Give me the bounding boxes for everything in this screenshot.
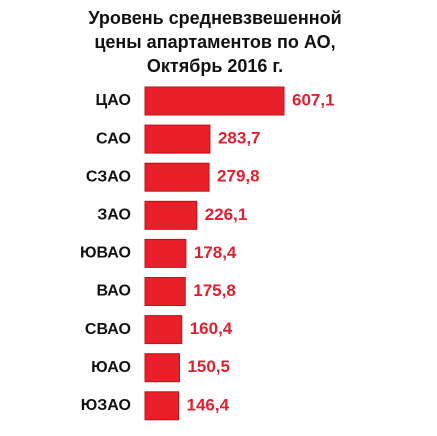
category-label: СЗАО	[86, 168, 131, 185]
category-label: ВАО	[96, 283, 131, 300]
chart-title: Уровень средневзвешенной	[88, 8, 341, 28]
value-label: 226,1	[205, 205, 248, 224]
value-label: 146,4	[187, 395, 230, 414]
category-label: ЮЗАО	[81, 397, 131, 414]
value-label: 175,8	[193, 281, 236, 300]
bar	[144, 277, 186, 306]
value-label: 607,1	[292, 90, 335, 109]
category-label: ЮАО	[91, 359, 131, 376]
value-label: 160,4	[190, 319, 233, 338]
chart-title: Октябрь 2016 г.	[147, 56, 283, 76]
category-label: СВАО	[85, 321, 131, 338]
category-label: ЗАО	[97, 207, 131, 224]
bar	[144, 200, 198, 230]
bar	[144, 391, 180, 421]
bar	[144, 86, 285, 116]
bar	[144, 315, 183, 345]
chart-title: цены апартаментов по АО,	[94, 32, 335, 52]
bar	[144, 353, 180, 383]
category-label: ЮВАО	[80, 245, 131, 262]
category-label: ЦАО	[96, 92, 131, 109]
category-label: САО	[96, 130, 131, 147]
bar	[144, 238, 187, 268]
value-label: 279,8	[217, 167, 260, 186]
bar	[144, 162, 210, 192]
value-label: 283,7	[218, 129, 261, 148]
value-label: 150,5	[187, 357, 230, 376]
bar	[144, 124, 211, 154]
value-label: 178,4	[194, 243, 237, 262]
